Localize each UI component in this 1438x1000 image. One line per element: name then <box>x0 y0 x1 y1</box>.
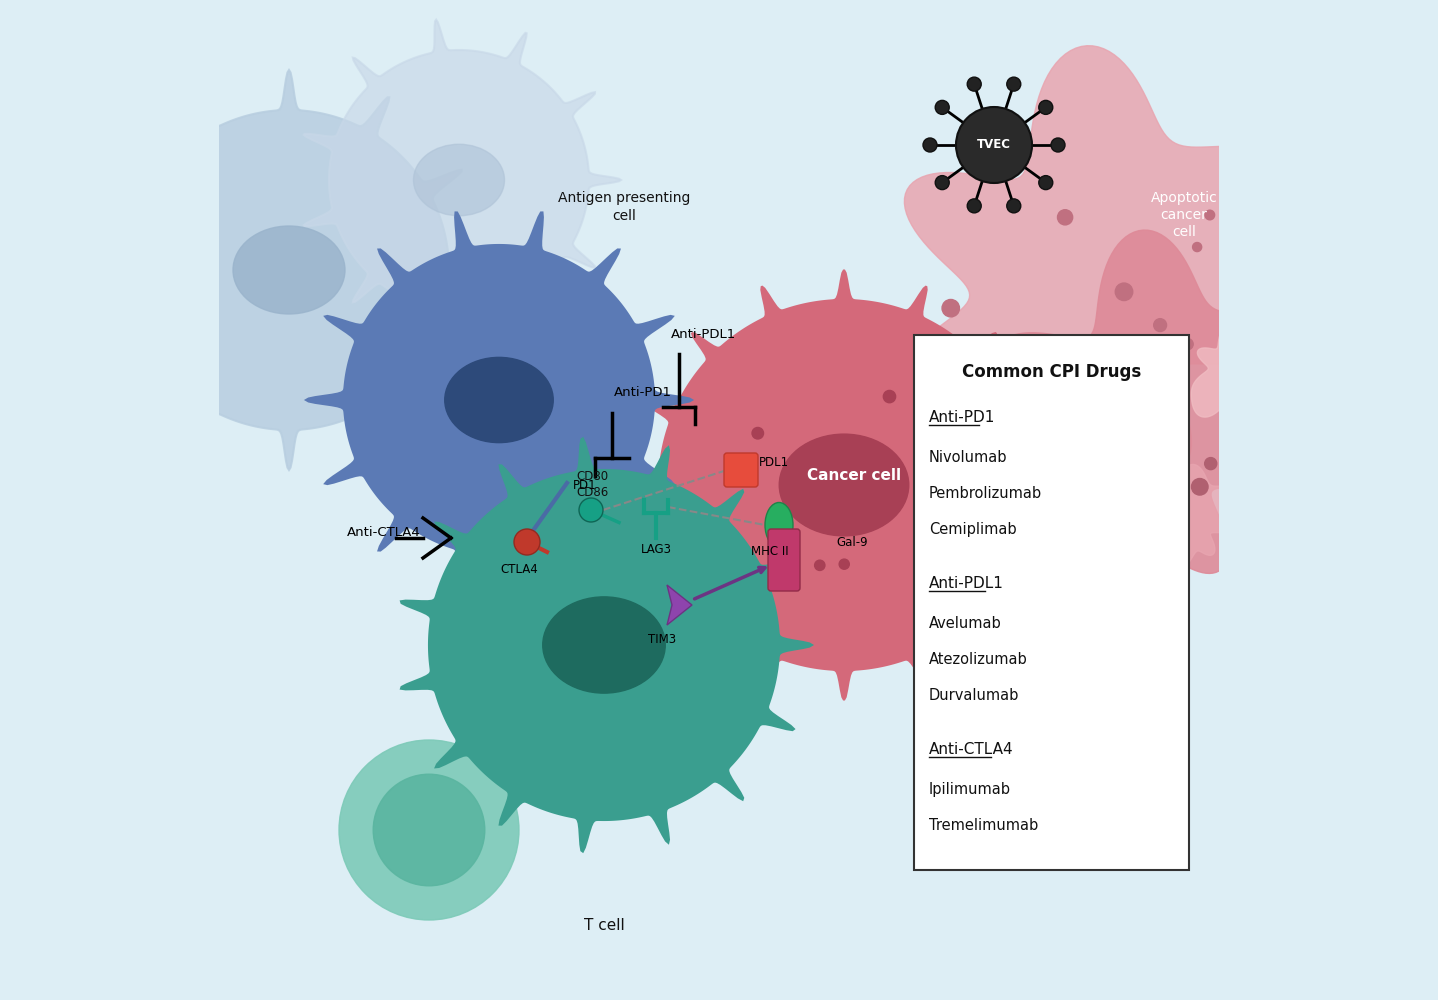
Circle shape <box>1192 243 1202 252</box>
Circle shape <box>1096 401 1107 412</box>
Text: TIM3: TIM3 <box>649 633 676 646</box>
Circle shape <box>942 299 959 317</box>
Circle shape <box>994 420 1007 432</box>
Circle shape <box>883 390 896 403</box>
Polygon shape <box>867 46 1389 588</box>
Text: Cemiplimab: Cemiplimab <box>929 522 1017 537</box>
Text: Anti-PD1: Anti-PD1 <box>929 410 995 425</box>
Text: Antigen presenting
cell: Antigen presenting cell <box>558 191 690 223</box>
Circle shape <box>814 560 825 570</box>
Text: Anti-PD1: Anti-PD1 <box>614 385 672 398</box>
Circle shape <box>972 402 988 417</box>
Text: PD1: PD1 <box>574 479 597 492</box>
Circle shape <box>1102 441 1114 455</box>
Circle shape <box>1057 210 1073 225</box>
Polygon shape <box>1191 327 1278 417</box>
Circle shape <box>1055 499 1068 512</box>
Polygon shape <box>303 20 621 340</box>
Text: Common CPI Drugs: Common CPI Drugs <box>962 363 1142 381</box>
Circle shape <box>1116 283 1133 301</box>
Circle shape <box>1153 319 1166 332</box>
Text: Cancer cell: Cancer cell <box>807 468 902 483</box>
Text: MHC II: MHC II <box>751 545 789 558</box>
Ellipse shape <box>542 597 666 693</box>
Text: TVEC: TVEC <box>976 138 1011 151</box>
Circle shape <box>923 138 938 152</box>
Text: Tremelimumab: Tremelimumab <box>929 818 1038 833</box>
Polygon shape <box>401 438 812 852</box>
Circle shape <box>1241 380 1254 393</box>
Polygon shape <box>306 212 692 588</box>
Circle shape <box>1038 176 1053 190</box>
Circle shape <box>580 498 603 522</box>
Text: Anti-PDL1: Anti-PDL1 <box>672 328 736 342</box>
Circle shape <box>1205 210 1215 220</box>
Text: Ipilimumab: Ipilimumab <box>929 782 1011 797</box>
Text: Atezolizumab: Atezolizumab <box>929 652 1028 667</box>
Polygon shape <box>89 70 489 470</box>
Text: Durvalumab: Durvalumab <box>929 688 1020 703</box>
Circle shape <box>840 559 850 569</box>
FancyBboxPatch shape <box>915 335 1189 870</box>
Text: Avelumab: Avelumab <box>929 616 1002 631</box>
Text: CD80
CD86: CD80 CD86 <box>577 470 608 498</box>
Circle shape <box>1074 371 1090 386</box>
Circle shape <box>968 77 981 91</box>
Text: Gal-9: Gal-9 <box>835 536 867 548</box>
Circle shape <box>935 176 949 190</box>
Circle shape <box>1192 479 1208 495</box>
Ellipse shape <box>765 502 792 548</box>
Circle shape <box>1160 519 1178 536</box>
Circle shape <box>1038 100 1053 114</box>
Circle shape <box>513 529 541 555</box>
Circle shape <box>1129 421 1137 430</box>
Circle shape <box>1031 496 1040 504</box>
Text: Apoptotic
cancer
cell: Apoptotic cancer cell <box>1150 191 1218 239</box>
Polygon shape <box>966 230 1388 669</box>
Circle shape <box>1007 199 1021 213</box>
Ellipse shape <box>414 144 505 216</box>
Text: Anti-CTLA4: Anti-CTLA4 <box>929 742 1014 757</box>
Polygon shape <box>667 585 692 625</box>
Circle shape <box>968 199 981 213</box>
Circle shape <box>339 740 519 920</box>
FancyBboxPatch shape <box>768 529 800 591</box>
Circle shape <box>752 427 764 439</box>
Polygon shape <box>1146 464 1257 581</box>
Text: T cell: T cell <box>584 918 624 932</box>
Ellipse shape <box>444 357 554 443</box>
Text: LAG3: LAG3 <box>640 543 672 556</box>
Ellipse shape <box>233 226 345 314</box>
Circle shape <box>837 445 851 459</box>
Ellipse shape <box>779 434 909 536</box>
Circle shape <box>374 774 485 886</box>
Circle shape <box>929 529 942 541</box>
Circle shape <box>922 532 933 544</box>
Circle shape <box>956 107 1032 183</box>
Circle shape <box>1007 77 1021 91</box>
Text: CTLA4: CTLA4 <box>500 563 538 576</box>
Text: PDL1: PDL1 <box>759 456 789 468</box>
Circle shape <box>1227 378 1244 396</box>
Circle shape <box>1182 339 1194 350</box>
Text: Nivolumab: Nivolumab <box>929 450 1008 465</box>
Circle shape <box>1034 475 1050 491</box>
Circle shape <box>1205 458 1217 470</box>
Circle shape <box>935 100 949 114</box>
Text: Anti-CTLA4: Anti-CTLA4 <box>347 526 421 538</box>
Circle shape <box>1032 383 1048 399</box>
Text: Pembrolizumab: Pembrolizumab <box>929 486 1043 501</box>
Circle shape <box>1117 411 1130 423</box>
FancyBboxPatch shape <box>723 453 758 487</box>
Circle shape <box>1064 476 1076 486</box>
Polygon shape <box>628 270 1058 700</box>
Text: Anti-PDL1: Anti-PDL1 <box>929 576 1004 591</box>
Circle shape <box>925 566 938 579</box>
Circle shape <box>1051 138 1066 152</box>
